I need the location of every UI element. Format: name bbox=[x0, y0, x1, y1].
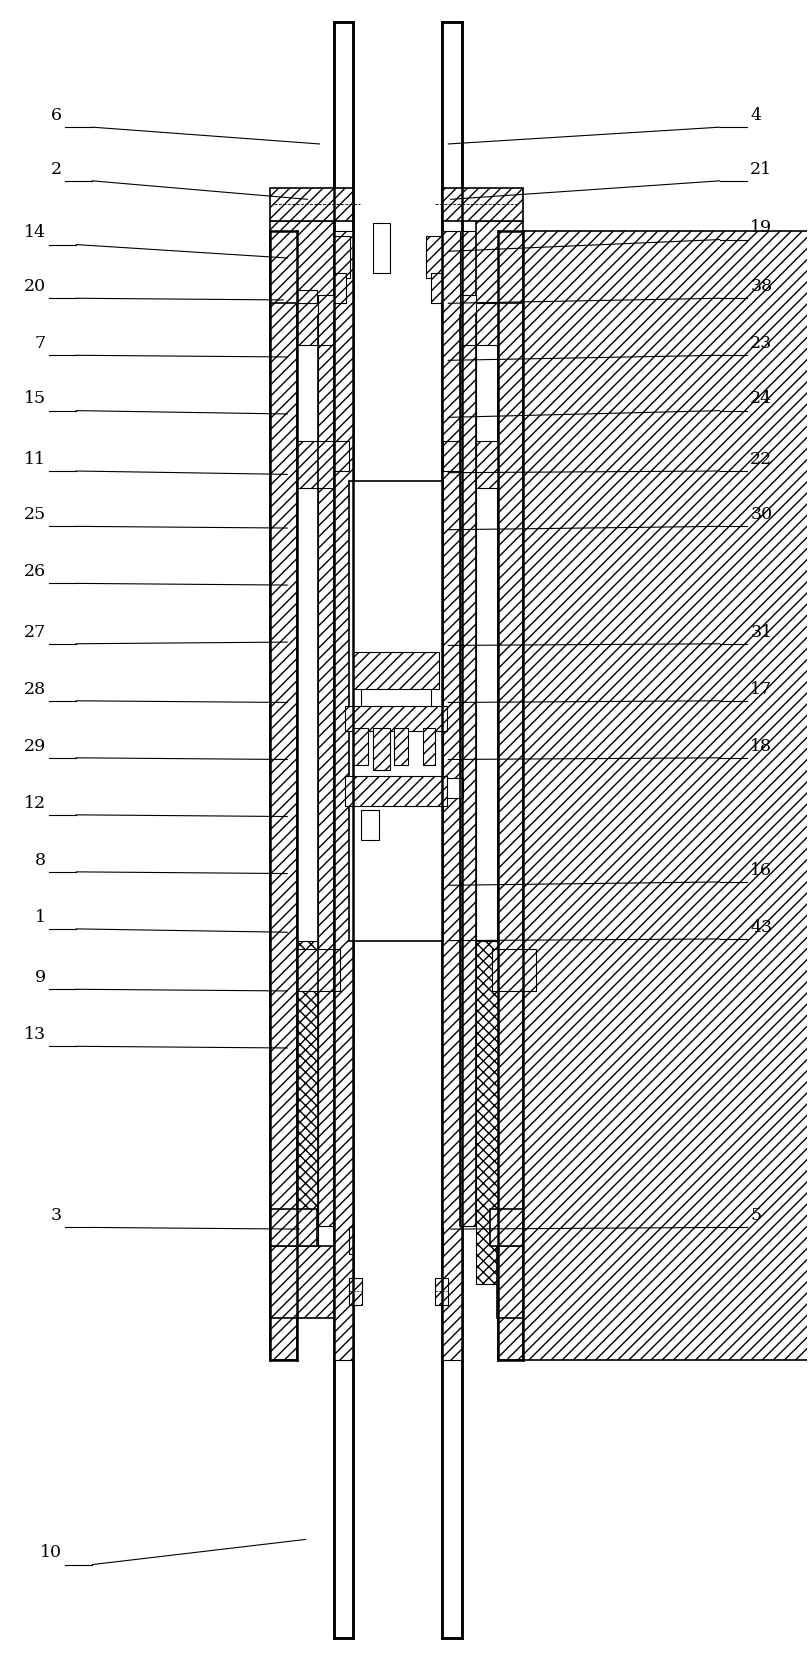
Bar bbox=[492, 949, 536, 991]
Text: 38: 38 bbox=[751, 277, 772, 296]
Bar bbox=[353, 652, 439, 689]
Text: 21: 21 bbox=[751, 161, 772, 178]
Bar bbox=[426, 237, 442, 279]
Text: 17: 17 bbox=[751, 680, 772, 697]
Bar bbox=[442, 188, 523, 222]
Bar bbox=[447, 778, 463, 798]
Bar bbox=[334, 440, 349, 470]
Bar bbox=[490, 1210, 523, 1247]
Bar bbox=[334, 237, 350, 279]
Text: 7: 7 bbox=[35, 334, 46, 353]
Text: 6: 6 bbox=[51, 108, 61, 124]
Bar bbox=[477, 440, 499, 487]
Text: 16: 16 bbox=[751, 862, 772, 879]
Bar bbox=[271, 1247, 334, 1319]
Text: 43: 43 bbox=[751, 919, 772, 936]
Bar bbox=[297, 291, 317, 304]
Bar bbox=[373, 223, 389, 274]
Text: 8: 8 bbox=[35, 852, 46, 869]
Bar bbox=[436, 1278, 448, 1305]
Text: 10: 10 bbox=[40, 1544, 61, 1561]
Text: 26: 26 bbox=[23, 563, 46, 580]
Bar bbox=[271, 188, 353, 222]
Bar bbox=[334, 274, 346, 304]
Text: 27: 27 bbox=[23, 623, 46, 640]
Text: 2: 2 bbox=[51, 161, 61, 178]
Bar bbox=[477, 941, 499, 1285]
Bar bbox=[423, 727, 435, 764]
Text: 1: 1 bbox=[35, 909, 46, 926]
Text: 12: 12 bbox=[23, 795, 46, 811]
Bar bbox=[297, 440, 334, 487]
Bar bbox=[461, 232, 477, 1226]
Text: 29: 29 bbox=[23, 738, 46, 754]
Text: 14: 14 bbox=[23, 225, 46, 242]
Text: 11: 11 bbox=[23, 450, 46, 467]
Bar bbox=[349, 1228, 353, 1255]
Bar bbox=[271, 1210, 317, 1247]
Bar bbox=[345, 776, 447, 806]
Bar bbox=[443, 440, 461, 470]
Text: 30: 30 bbox=[751, 506, 772, 522]
Text: 4: 4 bbox=[751, 108, 761, 124]
Text: 3: 3 bbox=[51, 1208, 61, 1225]
Text: 9: 9 bbox=[35, 969, 46, 986]
Bar bbox=[373, 727, 389, 769]
Bar bbox=[442, 22, 462, 1638]
Bar bbox=[461, 296, 477, 344]
Bar bbox=[334, 232, 353, 1359]
Bar bbox=[499, 232, 808, 1359]
Bar bbox=[477, 222, 523, 304]
Text: 19: 19 bbox=[751, 220, 772, 237]
Text: 23: 23 bbox=[751, 334, 772, 353]
Text: 20: 20 bbox=[23, 277, 46, 296]
Bar bbox=[318, 232, 334, 1226]
Bar bbox=[271, 232, 297, 1359]
Bar bbox=[297, 304, 318, 344]
Bar bbox=[318, 296, 334, 344]
Text: 25: 25 bbox=[23, 506, 46, 522]
Bar bbox=[271, 222, 334, 304]
Text: 28: 28 bbox=[23, 680, 46, 697]
Bar bbox=[297, 941, 318, 1285]
Text: 5: 5 bbox=[751, 1208, 761, 1225]
Text: 24: 24 bbox=[751, 390, 772, 407]
Bar bbox=[297, 949, 340, 991]
Bar bbox=[349, 480, 443, 941]
Text: 15: 15 bbox=[23, 390, 46, 407]
Bar bbox=[349, 1278, 362, 1305]
Bar bbox=[442, 232, 462, 1359]
Bar bbox=[361, 810, 379, 840]
Bar bbox=[353, 727, 368, 764]
Bar bbox=[334, 22, 353, 1638]
Bar bbox=[477, 304, 499, 344]
Bar bbox=[499, 232, 523, 1359]
Text: 13: 13 bbox=[23, 1026, 46, 1043]
Bar bbox=[393, 727, 408, 764]
Bar bbox=[498, 1247, 523, 1319]
Bar bbox=[431, 274, 442, 304]
Text: 22: 22 bbox=[751, 450, 772, 467]
Text: 18: 18 bbox=[751, 738, 772, 754]
Text: 31: 31 bbox=[751, 623, 772, 640]
Bar bbox=[345, 706, 447, 731]
